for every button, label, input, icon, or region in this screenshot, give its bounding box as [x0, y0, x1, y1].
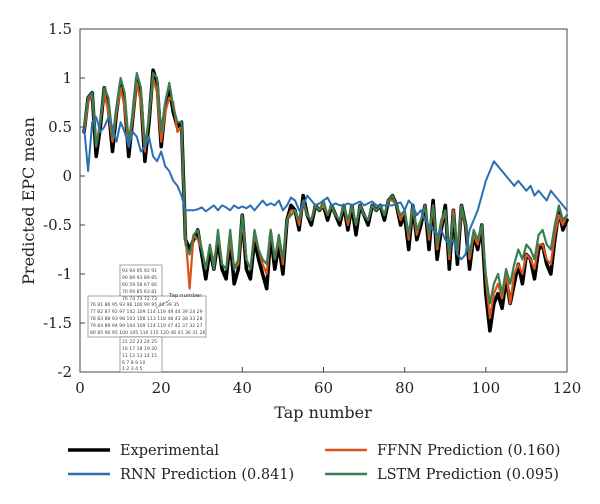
y-tick-label: -0.5 — [43, 216, 72, 234]
legend-label-lstm: LSTM Prediction (0.095) — [377, 467, 559, 483]
x-tick-label: 60 — [314, 379, 333, 397]
inset-row: 90 89 93 89 85 — [122, 275, 157, 281]
series-line-2 — [83, 72, 569, 305]
inset-block-bottom — [119, 336, 163, 373]
x-tick-label: 120 — [553, 379, 582, 397]
inset-row: 11 12 13 14 15 — [122, 353, 157, 359]
legend-label-experimental: Experimental — [120, 443, 219, 459]
x-tick-label: 80 — [395, 379, 414, 397]
y-tick-label: 1.5 — [48, 20, 72, 38]
y-tick-label: -1.5 — [43, 314, 72, 332]
inset-row: 21 22 23 24 25 — [122, 339, 157, 345]
inset-label-pointer — [155, 299, 171, 309]
inset-row: 78 83 88 93 98 103 108 113 118 48 43 38 … — [90, 316, 203, 322]
inset-row: 6 7 8 9 10 — [122, 360, 145, 366]
inset-row: 93 94 95 92 91 — [122, 268, 157, 274]
x-tick-label: 40 — [233, 379, 252, 397]
plot-area: 0 20 40 60 80 100 120 1.5 1 0.5 0 -0.5 -1 -1.5 -2 93 9… — [43, 20, 581, 397]
y-tick-label: 1 — [62, 69, 72, 87]
inset-label: Tap number — [168, 293, 202, 299]
series-line-3 — [83, 116, 568, 261]
inset-row: 76 81 86 95 93 96 100 90 95 40 39 35 — [90, 302, 179, 308]
inset-row: 80 85 90 95 100 105 110 115 120 46 41 36… — [90, 330, 206, 336]
y-axis-label: Predicted EPC mean — [19, 117, 38, 285]
inset-row: 79 84 89 94 99 104 109 114 119 47 42 37 … — [90, 323, 203, 329]
inset-row: 60 59 58 67 66 — [122, 282, 157, 288]
x-tick-label: 20 — [152, 379, 171, 397]
inset-row: 77 82 87 92 97 102 109 114 119 49 44 39 … — [90, 309, 203, 315]
legend: Experimental FFNN Prediction (0.160) RNN… — [68, 443, 560, 483]
x-tick-label: 0 — [75, 379, 85, 397]
y-tick-label: 0.5 — [48, 118, 72, 136]
axis-ticks: 0 20 40 60 80 100 120 1.5 1 0.5 0 -0.5 -1 -1.5 -2 — [43, 20, 581, 397]
legend-label-rnn: RNN Prediction (0.841) — [120, 467, 294, 483]
y-tick-label: -2 — [57, 363, 72, 381]
inset-row: 16 17 18 19 20 — [122, 346, 157, 352]
series-lines — [82, 68, 569, 333]
x-axis-label: Tap number — [274, 403, 372, 422]
y-tick-label: 0 — [62, 167, 72, 185]
inset-row: 1 2 3 4 5 — [122, 366, 143, 372]
x-tick-label: 100 — [472, 379, 501, 397]
inset-row: 76 74 73 72 73 — [122, 296, 157, 302]
inset-block-middle — [87, 295, 207, 338]
legend-label-ffnn: FFNN Prediction (0.160) — [377, 443, 560, 459]
inset-row: 70 69 85 63 81 — [122, 289, 157, 295]
y-tick-label: -1 — [57, 265, 72, 283]
